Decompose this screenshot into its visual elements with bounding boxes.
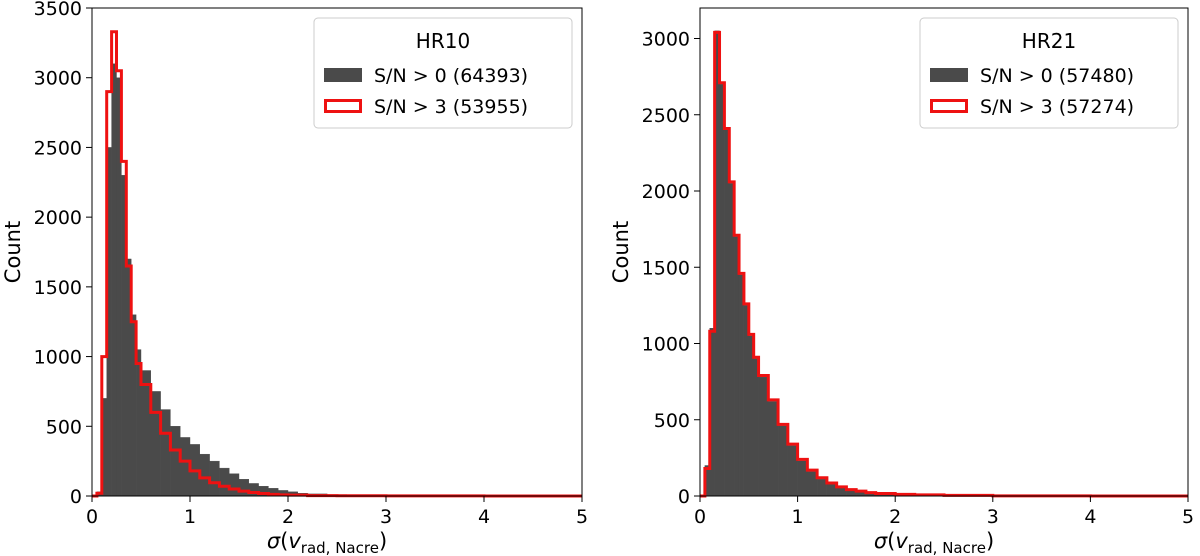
y-tick-label: 1000 [642,334,690,356]
legend-box [919,17,1179,129]
y-tick-label: 2500 [642,105,690,127]
legend-box [313,17,573,129]
histogram-step-line [700,30,1188,498]
x-tick-label: 3 [380,506,392,528]
y-tick-label: 1500 [642,257,690,279]
x-tick-label: 3 [987,506,999,528]
x-tick-label: 2 [282,506,294,528]
y-tick-label: 500 [654,410,690,432]
legend-swatch-outline [324,99,362,113]
y-tick-label: 3000 [642,29,690,51]
histogram-step-line [92,30,582,498]
y-tick-label: 2000 [34,207,82,229]
x-tick-label: 1 [184,506,196,528]
legend: HR21 S/N > 0 (57480) S/N > 3 (57274) [919,17,1179,129]
legend-title: HR10 [416,29,470,53]
y-tick-label: 2500 [34,137,82,159]
x-axis-label: σ(vrad, Nacre) [267,529,387,556]
x-tick-label: 1 [792,506,804,528]
legend-entry-label: S/N > 0 (57480) [980,65,1134,87]
histogram-bar [733,236,740,497]
histogram-panel-2: 0 1 2 3 4 5 0 500 1000 1500 2000 2500 3000 σ(vrad, Na… [609,7,1194,556]
legend-title: HR21 [1022,29,1076,53]
x-tick-label: 4 [1084,506,1096,528]
y-tick-label: 500 [46,416,82,438]
y-tick-label: 1000 [34,347,82,369]
legend-swatch-filled [930,68,968,82]
histogram-bar [748,335,754,497]
x-tick-label: 5 [1182,506,1194,528]
legend-swatch-filled [324,68,362,82]
plot-frame [699,7,1189,497]
histogram-bar [719,84,725,497]
y-tick-label: 1500 [34,277,82,299]
legend-entry-label: S/N > 0 (64393) [374,65,528,87]
y-axis-label: Count [1,221,25,283]
histogram-bar [111,63,117,497]
y-axis-label: Count [609,221,633,283]
x-axis-label: σ(vrad, Nacre) [874,529,994,556]
y-tick-label: 3500 [34,0,82,20]
legend-entry-label: S/N > 3 (53955) [374,96,528,118]
x-tick-label: 5 [576,506,588,528]
y-tick-label: 3000 [34,68,82,90]
y-tick-label: 0 [70,486,82,508]
x-tick-label: 0 [694,506,706,528]
legend-swatch-outline [930,99,968,113]
legend: HR10 S/N > 0 (64393) S/N > 3 (53955) [313,17,573,129]
histogram-bar [724,129,730,497]
x-tick-label: 4 [478,506,490,528]
x-tick-label: 0 [86,506,98,528]
histogram-bar [753,358,759,497]
y-tick-label: 2000 [642,181,690,203]
y-tick-label: 0 [678,486,690,508]
legend-entry-label: S/N > 3 (57274) [980,96,1134,118]
plot-frame [91,7,583,497]
histogram-panel-1: 0 1 2 3 4 5 0 500 1000 1500 2000 2500 3000 3500 σ(vrad… [1,0,588,556]
x-tick-label: 2 [889,506,901,528]
histogram-bar [738,274,745,497]
